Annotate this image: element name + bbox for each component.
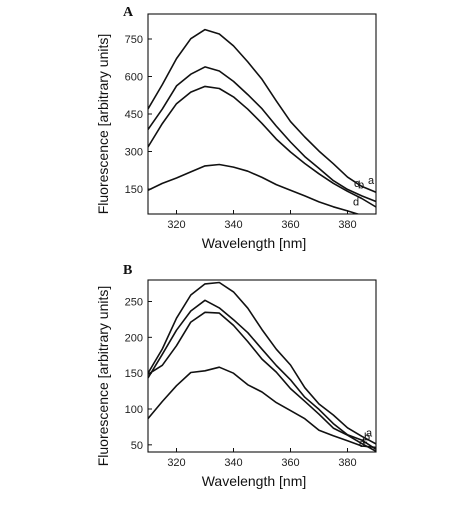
- series-label-d: d: [359, 438, 365, 450]
- series-line-a: [148, 28, 376, 193]
- y-tick-label: 150: [125, 184, 143, 196]
- y-tick-label: 250: [125, 297, 143, 309]
- series-line-c: [148, 85, 376, 208]
- series-label-a: a: [366, 427, 373, 439]
- x-tick-label: 380: [338, 219, 356, 231]
- series-label-b: b: [364, 431, 370, 443]
- series-line-b: [148, 66, 376, 203]
- y-tick-label: 450: [125, 109, 143, 121]
- x-tick-label: 320: [167, 219, 185, 231]
- y-tick-label: 300: [125, 147, 143, 159]
- x-tick-label: 340: [224, 219, 242, 231]
- series-label-a: a: [368, 175, 375, 187]
- x-axis-label: Wavelength [nm]: [202, 473, 307, 489]
- y-tick-label: 50: [131, 440, 143, 452]
- x-tick-label: 380: [338, 457, 356, 469]
- y-tick-label: 200: [125, 332, 143, 344]
- x-tick-label: 360: [281, 219, 299, 231]
- panel-a: A 320 340 360 380 150 300 450 600 750 Wavelength […: [95, 5, 377, 251]
- x-tick-label: 360: [281, 457, 299, 469]
- series-label-c: c: [362, 435, 368, 447]
- y-tick-label: 750: [125, 34, 143, 46]
- panel-b: B 320 340 360 380 50 100 150 200 250 Wavelength [n…: [95, 263, 377, 489]
- series-label-b: b: [358, 180, 364, 192]
- y-axis-label: Fluorescence [arbitrary units]: [95, 34, 111, 215]
- y-tick-label: 150: [125, 368, 143, 380]
- x-tick-label: 320: [167, 457, 185, 469]
- series-line-c: [148, 311, 376, 452]
- y-tick-label: 600: [125, 72, 143, 84]
- y-axis-label: Fluorescence [arbitrary units]: [95, 286, 111, 467]
- panel-label: B: [123, 263, 132, 278]
- series-line-a: [148, 281, 376, 445]
- y-tick-label: 100: [125, 404, 143, 416]
- series-line-d: [148, 163, 361, 214]
- panel-label: A: [123, 5, 134, 20]
- plot-frame: [147, 279, 377, 453]
- series-line-d: [148, 366, 376, 449]
- x-tick-label: 340: [224, 457, 242, 469]
- plot-frame: [147, 13, 377, 215]
- series-line-b: [148, 299, 376, 450]
- x-axis-label: Wavelength [nm]: [202, 235, 307, 251]
- series-label-c: c: [354, 178, 360, 190]
- series-label-d: d: [353, 196, 359, 208]
